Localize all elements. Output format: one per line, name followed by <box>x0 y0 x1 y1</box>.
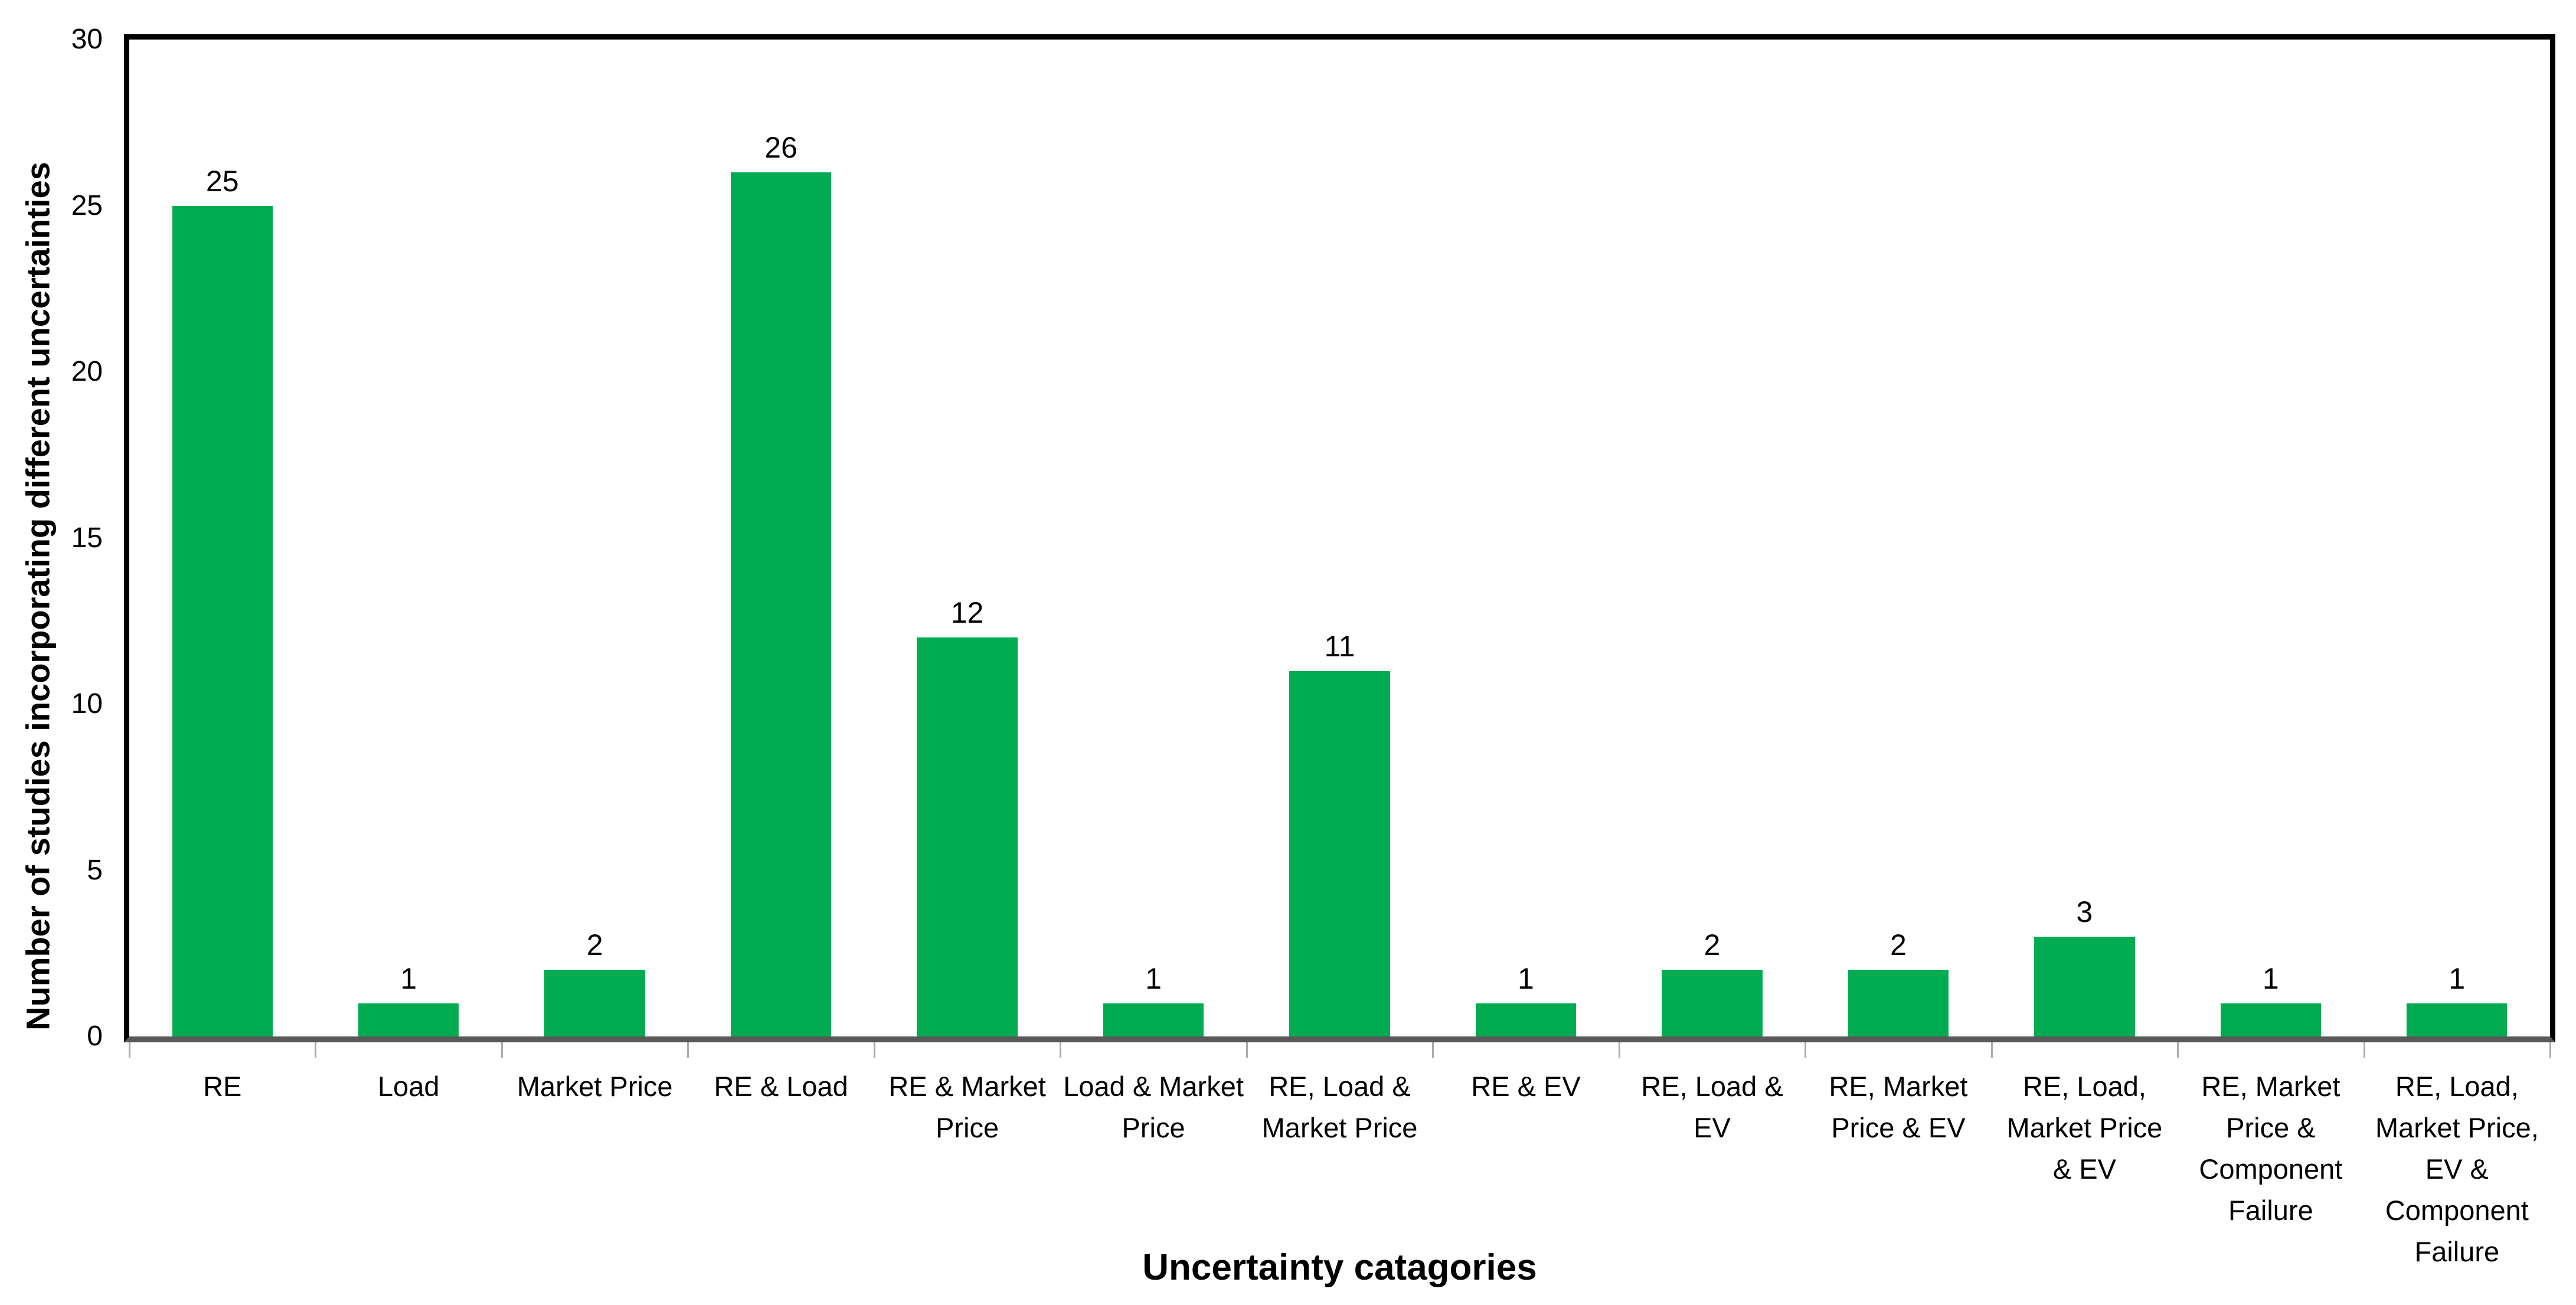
bar-value-label: 3 <box>2076 895 2093 929</box>
bar <box>1662 970 1763 1036</box>
x-axis-tick-mark <box>687 1042 689 1058</box>
category-label: RE, Load, Market Price, EV & Component F… <box>2375 1071 2539 1267</box>
x-axis-tick-mark <box>2177 1042 2179 1058</box>
category-label: RE, Market Price & Component Failure <box>2199 1071 2343 1226</box>
bar <box>1289 671 1390 1036</box>
x-axis-tick-mark <box>129 1042 130 1058</box>
bar-value-label: 1 <box>1518 961 1534 995</box>
bar-value-label: 1 <box>2262 961 2279 995</box>
bar-value-label: 1 <box>1145 961 1162 995</box>
x-axis-tick-mark <box>1804 1042 1807 1058</box>
bar <box>2220 1003 2321 1036</box>
x-axis-tick-mark <box>1245 1042 1248 1058</box>
y-axis-tick-label: 20 <box>71 356 103 387</box>
bar-value-label: 2 <box>1704 928 1721 962</box>
category-label: Market Price <box>516 1071 673 1102</box>
bar <box>358 1003 459 1036</box>
x-axis-tick-mark <box>501 1042 503 1058</box>
bar <box>1475 1003 1577 1036</box>
category-label: RE, Market Price & EV <box>1829 1071 1968 1143</box>
category-label: Load & Market Price <box>1063 1071 1244 1143</box>
bar <box>172 205 273 1036</box>
y-axis-tick-label: 15 <box>71 522 103 554</box>
y-axis-tick-label: 10 <box>71 688 103 719</box>
category-label: RE, Load & Market Price <box>1261 1071 1418 1143</box>
bar <box>730 172 832 1036</box>
bar-value-label: 12 <box>950 596 984 630</box>
bar-value-label: 25 <box>205 164 239 198</box>
bar <box>544 970 645 1036</box>
x-axis-tick-mark <box>1990 1042 1993 1058</box>
bar <box>1103 1003 1204 1036</box>
category-label: RE <box>203 1071 242 1102</box>
bar <box>1848 970 1949 1036</box>
y-axis-tick-label: 0 <box>87 1021 103 1052</box>
x-axis-tick-mark <box>315 1042 317 1058</box>
x-axis-title: Uncertainty catagories <box>1142 1247 1537 1288</box>
y-axis-title: Number of studies incorporating differen… <box>19 162 57 1031</box>
category-label: RE, Load & EV <box>1641 1071 1783 1143</box>
bar-value-label: 2 <box>1889 928 1907 962</box>
x-axis-tick-mark <box>1060 1042 1062 1058</box>
x-axis-tick-mark <box>1618 1042 1620 1058</box>
x-axis-tick-mark <box>873 1042 875 1058</box>
x-axis-category-labels: RE Load Market Price RE & Load RE & Market P… <box>129 1066 2550 1273</box>
category-label: RE & Load <box>714 1071 848 1102</box>
category-label: RE, Load, Market Price & EV <box>2006 1071 2163 1185</box>
y-axis-tick-label: 25 <box>71 189 103 221</box>
bar-value-label: 2 <box>586 928 603 962</box>
bar <box>2407 1003 2508 1036</box>
bar-value-label: 11 <box>1324 629 1355 663</box>
bar-value-label: 26 <box>764 131 797 165</box>
bar-value-label: 1 <box>2448 961 2466 995</box>
y-axis-tick-label: 30 <box>71 24 103 55</box>
category-label: RE & Market Price <box>888 1071 1046 1143</box>
plot-area: 25 1 2 26 12 1 11 1 2 2 3 1 1 <box>124 34 2555 1042</box>
bar <box>2034 937 2135 1036</box>
bar-value-label: 1 <box>400 961 417 995</box>
x-axis-tick-mark <box>1432 1042 1434 1058</box>
category-label: Load <box>377 1071 440 1102</box>
bar <box>917 637 1018 1036</box>
x-axis-tick-mark <box>2549 1042 2551 1058</box>
category-label: RE & EV <box>1471 1071 1581 1102</box>
y-axis-tick-label: 5 <box>87 854 103 886</box>
x-axis-tick-mark <box>2363 1042 2365 1058</box>
